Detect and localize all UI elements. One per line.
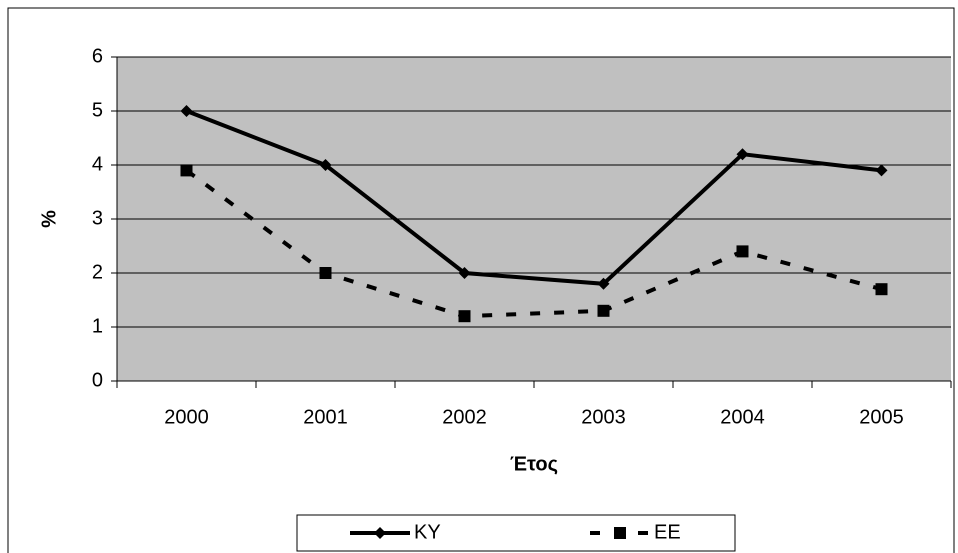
marker (319, 267, 332, 279)
marker (180, 105, 193, 117)
marker (374, 527, 386, 539)
x-tick-label: 2000 (164, 406, 209, 428)
x-tick-label: 2003 (581, 406, 626, 428)
marker (180, 164, 193, 177)
y-tick-label: 5 (92, 99, 103, 121)
y-tick-label: 0 (92, 369, 103, 391)
marker (736, 245, 749, 258)
marker (614, 527, 626, 539)
series-line (185, 168, 883, 319)
x-axis-label: Έτος (510, 453, 558, 475)
marker (319, 159, 332, 171)
legend (296, 514, 736, 552)
y-axis-label: % (38, 210, 60, 228)
x-tick-label: 2001 (303, 406, 348, 428)
marker (875, 164, 888, 177)
marker (597, 277, 610, 290)
y-tick-label: 3 (92, 207, 103, 229)
y-tick-label: 4 (92, 153, 103, 175)
y-tick-label: 2 (92, 261, 103, 283)
marker (458, 267, 471, 279)
legend-label: ΚΥ (414, 521, 441, 543)
marker (458, 310, 471, 323)
marker (736, 148, 749, 161)
legend-label: ΕΕ (654, 521, 681, 543)
x-tick-label: 2002 (442, 406, 487, 428)
x-tick-label: 2004 (720, 406, 765, 428)
marker (875, 283, 888, 296)
y-tick-label: 6 (92, 45, 103, 67)
marker (597, 304, 610, 317)
y-tick-label: 1 (92, 315, 103, 337)
x-tick-label: 2005 (859, 406, 904, 428)
series-line (185, 109, 882, 286)
